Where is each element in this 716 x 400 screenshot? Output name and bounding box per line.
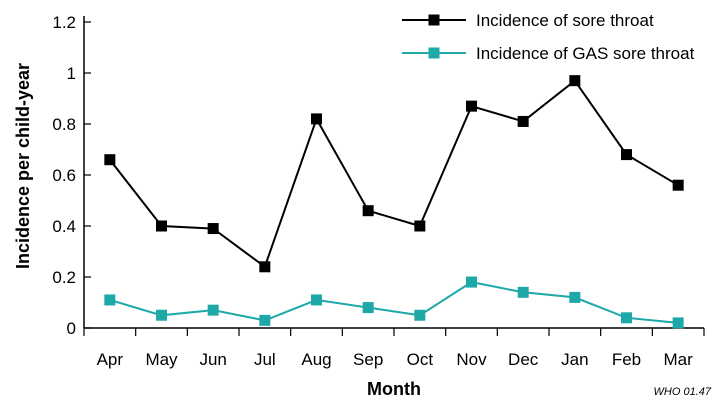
data-point <box>362 302 374 314</box>
x-tick-label: Mar <box>664 350 694 369</box>
data-point <box>569 291 581 303</box>
credit-label: WHO 01.47 <box>654 386 712 398</box>
data-point <box>414 309 426 321</box>
data-point <box>466 100 477 112</box>
x-tick-label: May <box>145 350 178 369</box>
data-point <box>259 314 271 326</box>
series-line <box>109 281 679 324</box>
data-point <box>672 317 684 329</box>
data-point <box>156 309 167 321</box>
x-tick-label: Feb <box>612 350 641 369</box>
y-tick-label: 0 <box>67 319 76 338</box>
legend-item: Incidence of sore throat <box>402 11 654 30</box>
x-tick-label: Dec <box>508 350 539 369</box>
x-tick-label: Oct <box>407 350 434 369</box>
legend: Incidence of sore throat Incidence of GAS… <box>402 11 695 63</box>
data-point <box>517 115 529 127</box>
data-point <box>104 294 116 306</box>
data-point <box>672 179 684 191</box>
data-point <box>259 261 271 273</box>
y-tick-label: 0.6 <box>52 166 76 185</box>
y-tick-label: 0.2 <box>52 268 76 287</box>
data-point <box>156 220 167 232</box>
data-point <box>311 294 322 306</box>
data-point <box>569 75 581 87</box>
legend-marker <box>428 47 440 59</box>
data-point <box>466 276 477 288</box>
x-tick-label: Jan <box>561 350 588 369</box>
series-0 <box>104 75 684 273</box>
y-tick-label: 0.8 <box>52 115 76 134</box>
data-point <box>621 312 632 324</box>
data-point <box>621 149 632 161</box>
legend-item: Incidence of GAS sore throat <box>402 44 695 63</box>
legend-label: Incidence of sore throat <box>476 11 654 30</box>
series-layer <box>104 75 684 329</box>
data-point <box>104 154 116 166</box>
data-point <box>362 205 374 217</box>
data-point <box>207 223 219 235</box>
series-1 <box>104 276 684 329</box>
y-tick-label: 0.4 <box>52 217 76 236</box>
x-tick-label: Apr <box>97 350 124 369</box>
x-tick-label: Jun <box>199 350 226 369</box>
data-point <box>414 220 426 232</box>
x-tick-label: Jul <box>254 350 276 369</box>
y-tick-label: 1.2 <box>52 13 76 32</box>
x-tick-label: Aug <box>301 350 331 369</box>
data-point <box>207 304 219 316</box>
legend-marker <box>428 14 440 26</box>
data-point <box>311 113 322 125</box>
legend-label: Incidence of GAS sore throat <box>476 44 695 63</box>
series-line <box>109 79 679 269</box>
x-tick-label: Nov <box>456 350 487 369</box>
data-point <box>517 286 529 298</box>
x-axis-title: Month <box>367 379 421 399</box>
y-axis-title: Incidence per child-year <box>13 63 33 269</box>
axes: 0 0.2 0.4 0.6 0.8 1 1.2 Apr May Jun Jul Aug Sep Oct No… <box>52 13 705 369</box>
y-tick-label: 1 <box>67 64 76 83</box>
x-tick-label: Sep <box>353 350 383 369</box>
